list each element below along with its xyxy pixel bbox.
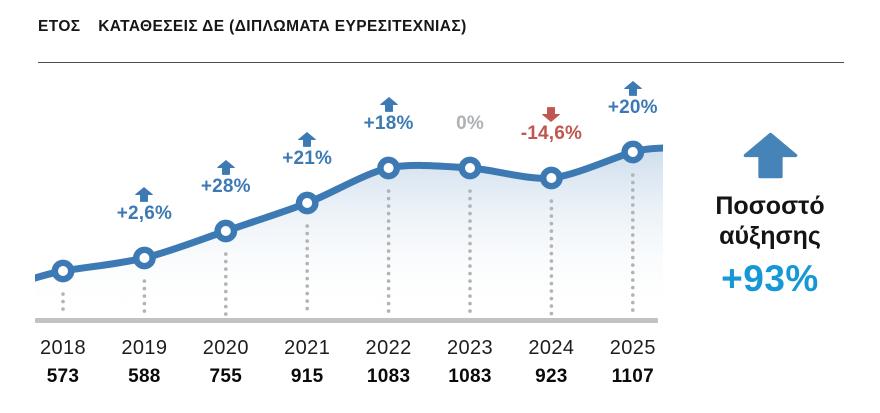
x-axis-item-2023: 2023 1083 [428,337,512,388]
x-axis-item-2025: 2025 1107 [591,337,675,388]
data-point-2022 [377,156,400,180]
value-label: 1107 [611,366,654,387]
year-label: 2025 [609,337,656,359]
year-label: 2024 [528,337,575,359]
arrow-shape [743,132,797,179]
title-deposits-column: ΚΑΤΑΘΕΣΕΙΣ ΔΕ (ΔΙΠΛΩΜΑΤΑ ΕΥΡΕΣΙΤΕΧΝΙΑΣ) [98,18,467,35]
total-growth-value: +93% [721,258,819,299]
x-axis-item-2019: 2019 588 [102,337,186,388]
year-label: 2018 [39,337,87,359]
chart-title: ΕΤΟΣ ΚΑΤΑΘΕΣΕΙΣ ΔΕ (ΔΙΠΛΩΜΑΤΑ ΕΥΡΕΣΙΤΕΧΝ… [38,18,467,36]
data-point-2023 [458,156,482,180]
trend-line [35,144,663,282]
legend-label: Ποσοστό αύξησης [715,191,824,251]
data-point-2020 [214,219,238,243]
year-label: 2022 [365,337,412,359]
increase-arrow-icon [743,132,797,179]
data-point-2025 [621,140,645,164]
value-label: 1083 [366,366,411,387]
data-point-2021 [295,191,319,215]
legend-panel: Ποσοστό αύξησης +93% [695,131,845,300]
x-axis-item-2024: 2024 923 [509,337,593,388]
value-label: 1083 [448,366,492,387]
x-axis-item-2020: 2020 755 [184,337,268,388]
chart-svg [35,140,663,323]
legend-label-line2: αύξησης [719,222,821,250]
x-axis-item-2022: 2022 1083 [347,337,431,388]
value-label: 588 [128,366,161,387]
year-label: 2023 [446,337,494,359]
data-point-2018 [51,259,75,283]
data-point-2019 [133,246,156,270]
title-year-column: ΕΤΟΣ [38,18,81,35]
title-divider [38,62,844,63]
year-label: 2020 [202,337,249,359]
year-label: 2019 [121,337,168,359]
value-label: 755 [209,366,243,387]
value-label: 573 [46,366,80,387]
year-label: 2021 [284,337,331,359]
value-label: 915 [290,366,324,387]
x-axis-item-2018: 2018 573 [21,337,105,388]
legend-label-line1: Ποσοστό [715,192,825,220]
value-label: 923 [535,366,568,387]
data-point-2024 [540,166,563,190]
x-axis-item-2021: 2021 915 [265,337,349,388]
area-fill [35,148,663,318]
x-axis-baseline [35,318,658,323]
